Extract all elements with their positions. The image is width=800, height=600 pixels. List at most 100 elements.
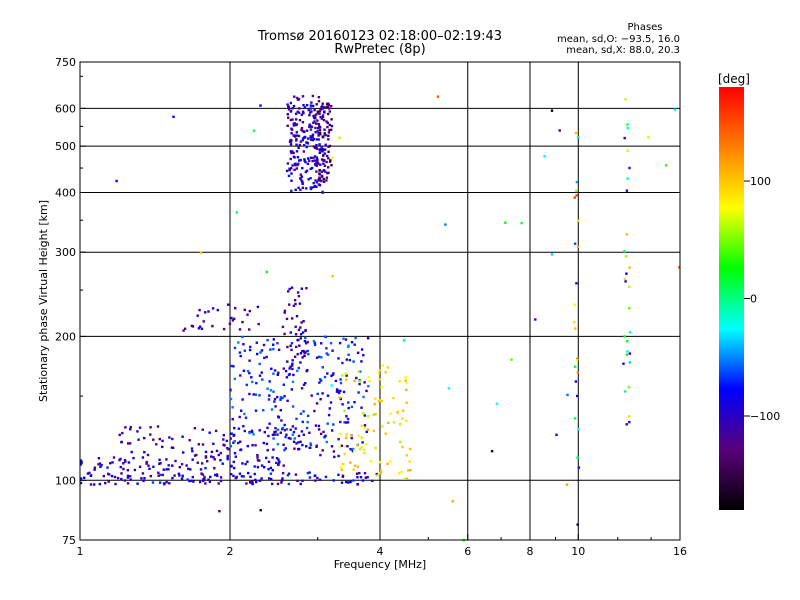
- data-point: [296, 353, 299, 356]
- data-point: [367, 385, 370, 388]
- data-point: [304, 135, 307, 139]
- data-point: [136, 430, 139, 433]
- data-point: [292, 430, 296, 434]
- data-point: [328, 160, 332, 163]
- data-point: [311, 94, 315, 98]
- colorbar-tick-label: 0: [750, 293, 757, 306]
- data-point: [361, 479, 365, 482]
- data-point: [301, 139, 304, 142]
- data-point: [317, 355, 321, 359]
- data-point: [237, 427, 241, 430]
- data-point: [401, 417, 404, 420]
- data-point: [308, 446, 311, 449]
- data-point: [301, 95, 305, 98]
- data-point: [107, 480, 110, 483]
- data-point: [575, 189, 578, 193]
- data-point: [402, 409, 405, 412]
- data-point: [290, 172, 293, 175]
- x-tick-label: 2: [227, 545, 234, 558]
- data-point: [178, 466, 181, 469]
- data-point: [321, 102, 324, 105]
- y-tick-label: 750: [55, 56, 76, 69]
- data-point: [97, 457, 101, 460]
- data-point: [315, 444, 318, 447]
- data-point: [267, 398, 271, 401]
- data-point: [322, 169, 326, 172]
- data-point: [404, 376, 407, 379]
- data-point: [324, 143, 327, 146]
- data-point: [347, 345, 350, 349]
- data-point: [366, 476, 369, 479]
- data-point: [287, 472, 291, 475]
- data-point: [261, 378, 264, 381]
- data-point: [356, 465, 360, 468]
- data-point: [322, 110, 326, 113]
- data-point: [408, 447, 412, 451]
- data-point: [230, 432, 233, 435]
- data-point: [285, 169, 289, 173]
- data-point: [332, 479, 335, 482]
- data-point: [316, 392, 319, 396]
- data-point: [173, 474, 176, 477]
- data-point: [343, 421, 346, 424]
- data-point: [290, 189, 293, 193]
- data-point: [147, 464, 150, 467]
- data-point: [325, 120, 328, 123]
- data-point: [349, 448, 352, 451]
- data-point: [89, 483, 93, 486]
- y-axis-ticks: 75 100 200 300 400 500 600 750: [55, 56, 86, 547]
- data-point: [392, 421, 396, 424]
- data-point: [258, 394, 261, 397]
- data-point: [121, 431, 124, 435]
- data-point: [232, 441, 235, 444]
- data-point: [337, 391, 341, 395]
- data-point: [159, 473, 162, 477]
- data-point: [313, 145, 317, 149]
- data-point: [210, 450, 214, 454]
- data-point: [301, 137, 305, 140]
- data-point: [210, 455, 213, 458]
- data-point: [315, 161, 318, 165]
- data-point: [337, 357, 340, 360]
- data-point: [363, 381, 366, 384]
- data-point: [315, 356, 319, 359]
- data-point: [216, 308, 219, 312]
- data-point: [149, 426, 152, 429]
- data-point: [138, 426, 142, 429]
- data-point: [201, 428, 204, 431]
- data-point: [295, 150, 299, 153]
- data-point: [350, 405, 354, 409]
- data-point: [328, 123, 331, 127]
- data-point: [215, 473, 219, 476]
- data-point: [244, 416, 248, 419]
- data-point: [277, 348, 281, 351]
- data-point: [226, 456, 229, 459]
- data-point: [293, 135, 297, 138]
- data-point: [306, 414, 310, 418]
- data-point: [305, 342, 308, 345]
- data-point: [246, 460, 249, 463]
- data-point: [388, 460, 392, 463]
- data-point: [272, 448, 275, 451]
- data-point: [298, 159, 301, 162]
- data-point: [575, 194, 578, 197]
- data-point: [288, 167, 291, 170]
- data-point: [313, 184, 317, 188]
- data-point: [576, 456, 579, 459]
- data-point: [249, 481, 252, 484]
- data-point: [321, 114, 325, 117]
- grid-lines: [80, 62, 680, 540]
- data-point: [162, 468, 165, 471]
- data-point: [289, 331, 292, 334]
- data-point: [359, 370, 362, 373]
- data-point: [248, 309, 251, 313]
- data-point: [287, 174, 291, 178]
- data-point: [322, 148, 325, 152]
- data-point: [289, 428, 292, 431]
- data-point: [230, 473, 233, 476]
- data-point: [280, 479, 284, 482]
- data-point: [291, 405, 295, 408]
- data-point: [268, 422, 271, 425]
- data-point: [181, 435, 184, 438]
- data-point: [229, 397, 233, 401]
